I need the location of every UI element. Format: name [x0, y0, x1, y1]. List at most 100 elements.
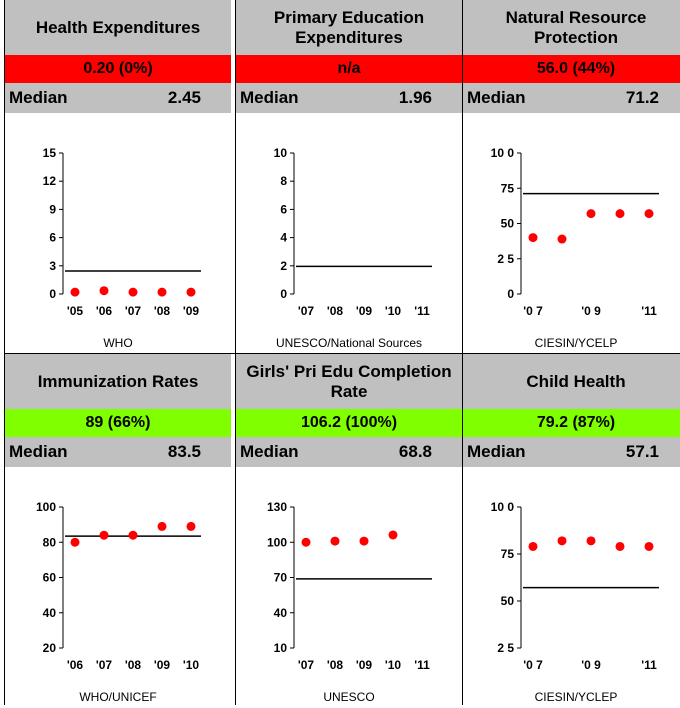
x-tick-label: '07	[125, 304, 142, 318]
y-tick-label: 0	[507, 287, 514, 301]
data-point	[331, 537, 340, 546]
y-tick-label: 20	[43, 641, 57, 655]
median-row: Median 2.45	[5, 83, 231, 113]
x-tick-label: '11	[414, 304, 430, 318]
y-tick-label: 100	[36, 500, 56, 514]
data-point	[71, 538, 80, 547]
median-value: 57.1	[626, 442, 659, 462]
y-tick-label: 4	[280, 231, 287, 245]
median-row: Median 1.96	[236, 83, 462, 113]
y-tick-label: 15	[43, 146, 57, 160]
data-point	[587, 209, 596, 218]
data-point	[645, 542, 654, 551]
score-badge: 56.0 (44%)	[463, 55, 680, 83]
median-value: 2.45	[168, 88, 201, 108]
median-row: Median 57.1	[463, 437, 680, 467]
y-tick-label: 2 5	[497, 252, 514, 266]
x-tick-label: '07	[96, 658, 113, 672]
score-badge: 89 (66%)	[5, 409, 231, 437]
data-point	[187, 288, 196, 297]
y-tick-label: 50	[501, 594, 515, 608]
y-tick-label: 75	[501, 547, 515, 561]
source-label: UNESCO/National Sources	[236, 336, 462, 354]
y-tick-label: 6	[280, 202, 287, 216]
y-tick-label: 80	[43, 535, 57, 549]
trend-chart-svg: 0 3 6 9 12 15 '05 '06 '07 '08 '09	[5, 113, 231, 335]
x-tick-label: '06	[67, 658, 84, 672]
y-tick-label: 10	[274, 641, 288, 655]
panel-title: Primary Education Expenditures	[236, 0, 462, 55]
x-tick-label: '10	[385, 658, 402, 672]
x-tick-label: '11	[641, 658, 657, 672]
y-tick-label: 130	[267, 500, 287, 514]
panel-title: Immunization Rates	[5, 354, 231, 409]
score-badge: 79.2 (87%)	[463, 409, 680, 437]
data-point	[529, 542, 538, 551]
x-tick-label: '0 7	[523, 658, 543, 672]
y-tick-label: 10	[274, 146, 288, 160]
x-tick-label: '0 9	[581, 304, 601, 318]
panel-title: Child Health	[463, 354, 680, 409]
indicator-panel: Primary Education Expenditures n/a Median 1…	[236, 0, 462, 354]
y-tick-label: 75	[501, 181, 515, 195]
x-tick-label: '07	[298, 304, 315, 318]
score-badge: 0.20 (0%)	[5, 55, 231, 83]
panel-title: Health Expenditures	[5, 0, 231, 55]
median-value: 71.2	[626, 88, 659, 108]
x-tick-label: '09	[183, 304, 200, 318]
x-tick-label: '09	[154, 658, 171, 672]
median-label: Median	[240, 442, 299, 462]
y-tick-label: 2	[280, 259, 287, 273]
data-point	[158, 522, 167, 531]
y-tick-label: 10 0	[491, 500, 515, 514]
x-tick-label: '06	[96, 304, 113, 318]
source-label: WHO/UNICEF	[5, 690, 231, 708]
source-label: WHO	[5, 336, 231, 354]
trend-chart: 0 2 5 50 75 10 0 '0 7 '0 9 '11	[463, 113, 680, 335]
x-tick-label: '0 7	[523, 304, 543, 318]
trend-chart-svg: 20 40 60 80 100 '06 '07 '08 '09 '10	[5, 467, 231, 689]
indicator-panel: Health Expenditures 0.20 (0%) Median 2.45 0 3…	[5, 0, 231, 354]
x-tick-label: '10	[183, 658, 200, 672]
median-label: Median	[240, 88, 299, 108]
data-point	[360, 537, 369, 546]
y-tick-label: 2 5	[497, 641, 514, 655]
median-value: 83.5	[168, 442, 201, 462]
x-tick-label: '11	[641, 304, 657, 318]
median-label: Median	[9, 442, 68, 462]
trend-chart-svg: 2 5 50 75 10 0 '0 7 '0 9 '11	[463, 467, 680, 689]
indicator-panel: Child Health 79.2 (87%) Median 57.1 2 5 50 75 1…	[463, 354, 680, 708]
median-label: Median	[467, 442, 526, 462]
x-tick-label: '11	[414, 658, 430, 672]
data-point	[558, 536, 567, 545]
data-point	[587, 536, 596, 545]
data-point	[616, 542, 625, 551]
y-tick-label: 6	[49, 231, 56, 245]
data-point	[129, 288, 138, 297]
trend-chart-svg: 0 2 4 6 8 10 '07 '08 '09 '10 '11	[236, 113, 462, 335]
data-point	[71, 288, 80, 297]
panel-title: Girls' Pri Edu Completion Rate	[236, 354, 462, 409]
median-label: Median	[9, 88, 68, 108]
y-tick-label: 100	[267, 535, 287, 549]
y-tick-label: 10 0	[491, 146, 515, 160]
data-point	[129, 531, 138, 540]
median-row: Median 83.5	[5, 437, 231, 467]
trend-chart: 20 40 60 80 100 '06 '07 '08 '09 '10	[5, 467, 231, 689]
x-tick-label: '05	[67, 304, 84, 318]
y-tick-label: 60	[43, 571, 57, 585]
y-tick-label: 0	[280, 287, 287, 301]
trend-chart: 0 2 4 6 8 10 '07 '08 '09 '10 '11	[236, 113, 462, 335]
median-row: Median 71.2	[463, 83, 680, 113]
panel-title: Natural Resource Protection	[463, 0, 680, 55]
y-tick-label: 8	[280, 174, 287, 188]
source-label: CIESIN/YCELP	[463, 336, 680, 354]
data-point	[100, 286, 109, 295]
trend-chart-svg: 10 40 70 100 130 '07 '08 '09 '10 '11	[236, 467, 462, 689]
x-tick-label: '08	[125, 658, 142, 672]
x-tick-label: '0 9	[581, 658, 601, 672]
y-tick-label: 70	[274, 571, 288, 585]
x-tick-label: '08	[154, 304, 171, 318]
data-point	[158, 288, 167, 297]
trend-chart: 2 5 50 75 10 0 '0 7 '0 9 '11	[463, 467, 680, 689]
